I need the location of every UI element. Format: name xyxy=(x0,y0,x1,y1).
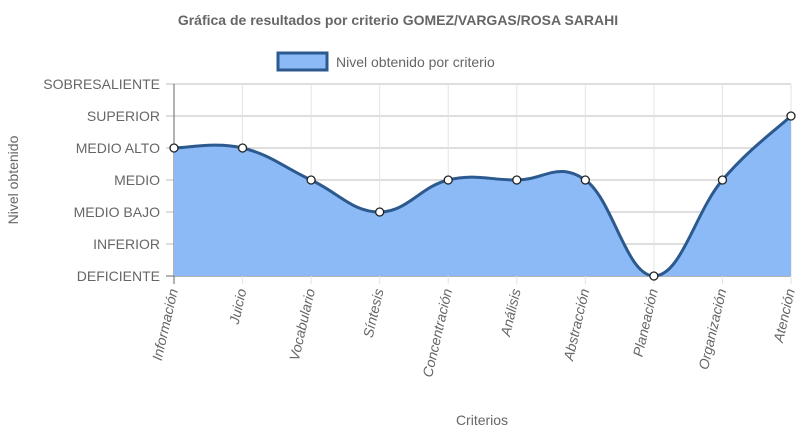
x-tick-label: Juicio xyxy=(226,287,250,327)
x-tick-label: Análisis xyxy=(497,287,524,339)
x-tick-label: Síntesis xyxy=(360,287,387,339)
series-area xyxy=(174,116,791,276)
x-tick-label: Atención xyxy=(770,287,796,345)
series-points xyxy=(169,111,796,281)
y-tick-label: MEDIO ALTO xyxy=(76,140,160,156)
data-point[interactable] xyxy=(237,143,248,153)
y-tick-label: DEFICIENTE xyxy=(77,268,160,284)
series-line xyxy=(173,114,793,278)
y-tick-label: INFERIOR xyxy=(93,236,160,252)
data-point[interactable] xyxy=(443,175,453,185)
y-tick-label: SUPERIOR xyxy=(87,108,160,124)
legend-swatch xyxy=(276,51,329,72)
x-tick-label: Vocabulario xyxy=(286,287,318,362)
data-point[interactable] xyxy=(306,175,316,185)
chart-title: Gráfica de resultados por criterio GOMEZ… xyxy=(178,12,618,28)
y-axis-title: Nivel obtenido xyxy=(5,135,21,224)
y-axis-ticks: DEFICIENTE INFERIOR MEDIO BAJO MEDIO MEDIO A… xyxy=(43,76,160,284)
data-point[interactable] xyxy=(649,271,659,281)
legend[interactable]: Nivel obtenido por criterio xyxy=(276,51,495,72)
data-point[interactable] xyxy=(717,175,728,185)
legend-label: Nivel obtenido por criterio xyxy=(336,54,495,70)
x-tick-label: Organización xyxy=(695,287,729,371)
x-axis-ticks: Información Juicio Vocabulario Síntesis Conc… xyxy=(149,287,796,379)
x-tick-label: Abstracción xyxy=(560,287,592,363)
x-axis-title: Criterios xyxy=(456,412,508,428)
data-point[interactable] xyxy=(786,111,796,121)
data-point[interactable] xyxy=(512,175,522,185)
y-tick-label: SOBRESALIENTE xyxy=(43,76,160,92)
x-tick-label: Información xyxy=(149,287,181,362)
data-point[interactable] xyxy=(375,207,385,217)
x-tick-label: Concentración xyxy=(419,287,455,379)
data-point[interactable] xyxy=(580,175,590,185)
y-tick-label: MEDIO xyxy=(114,172,160,188)
data-point[interactable] xyxy=(169,143,179,153)
y-tick-label: MEDIO BAJO xyxy=(74,204,160,220)
x-tick-label: Planeación xyxy=(630,287,661,358)
